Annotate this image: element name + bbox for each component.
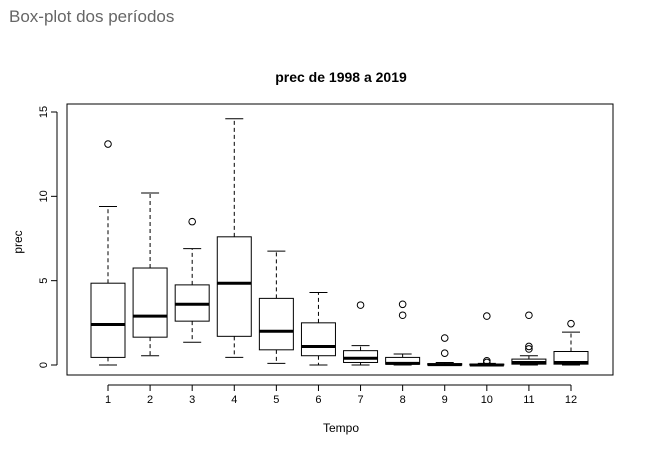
outlier-point <box>567 319 575 328</box>
outlier-point <box>104 140 112 148</box>
x-tick-label: 3 <box>189 394 195 406</box>
x-axis-label: Tempo <box>323 421 359 435</box>
outlier-point <box>398 300 407 309</box>
x-tick-label: 4 <box>231 394 237 406</box>
box-iqr <box>132 267 168 338</box>
outlier-point <box>483 312 491 320</box>
outlier-point <box>483 356 491 365</box>
outlier-point <box>525 342 533 351</box>
x-tick-label: 11 <box>523 394 534 406</box>
outlier-point <box>525 345 533 353</box>
outlier-point <box>356 301 365 309</box>
box-iqr <box>553 351 589 365</box>
plot-frame <box>66 103 614 376</box>
outlier-point <box>188 217 196 226</box>
box-iqr <box>258 297 294 351</box>
outlier-point <box>398 311 407 320</box>
y-tick-label: 15 <box>38 106 50 118</box>
x-tick-label: 2 <box>147 394 153 406</box>
y-tick-label: 0 <box>38 362 50 368</box>
box-iqr <box>300 322 336 357</box>
x-tick-label: 10 <box>481 394 493 406</box>
y-axis-label: prec <box>11 230 25 253</box>
x-tick-label: 6 <box>315 394 321 406</box>
page-title: Box-plot dos períodos <box>9 7 175 26</box>
x-tick-label: 1 <box>105 394 111 406</box>
outlier-point <box>440 349 449 357</box>
box-iqr <box>90 282 126 358</box>
x-tick-label: 5 <box>273 394 279 406</box>
box-iqr <box>343 350 379 363</box>
x-tick-label: 8 <box>400 394 406 406</box>
x-tick-label: 7 <box>357 394 363 406</box>
outlier-point <box>525 311 533 320</box>
y-tick-label: 10 <box>38 190 50 202</box>
y-tick-label: 5 <box>38 278 50 284</box>
outlier-point <box>440 334 449 342</box>
chart-title: prec de 1998 a 2019 <box>275 69 407 85</box>
x-tick-label: 12 <box>565 394 577 406</box>
box-iqr <box>216 236 252 337</box>
x-tick-label: 9 <box>442 394 448 406</box>
